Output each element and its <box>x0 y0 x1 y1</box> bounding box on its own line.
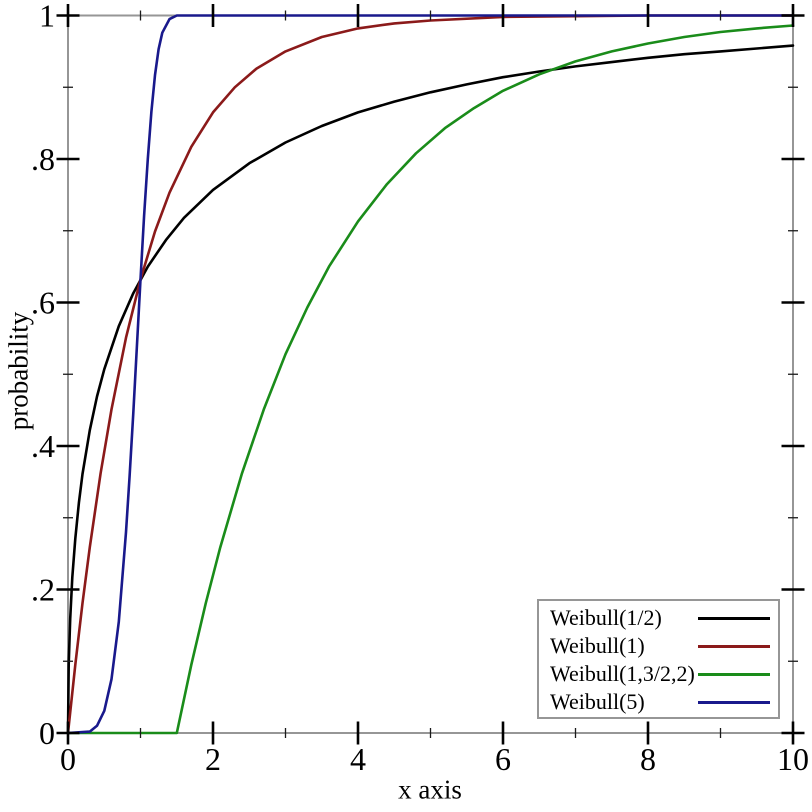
curve-weibull-1-2- <box>66 44 795 735</box>
legend-item-weibull-1-32-2: Weibull(1,3/2,2) <box>539 660 778 688</box>
legend-label: Weibull(1) <box>550 633 645 658</box>
legend-item-weibull-1-2: Weibull(1/2) <box>539 604 778 632</box>
curve-weibull-1-3-2-2- <box>66 24 795 735</box>
x-tick-label: 0 <box>60 741 76 777</box>
x-tick-label: 2 <box>205 741 221 777</box>
y-tick-label: .8 <box>31 141 55 177</box>
x-tick-label: 6 <box>495 741 511 777</box>
x-tick-label: 10 <box>777 741 809 777</box>
y-axis-title: probability <box>3 311 34 431</box>
curve-weibull-5- <box>66 14 795 735</box>
legend-label: Weibull(1/2) <box>550 605 662 630</box>
legend: Weibull(1/2) Weibull(1) Weibull(1,3/2,2)… <box>537 599 780 719</box>
legend-line-sample-green <box>698 672 770 676</box>
legend-item-weibull-1: Weibull(1) <box>539 632 778 660</box>
x-axis-title: x axis <box>398 774 462 805</box>
x-tick-label: 4 <box>350 741 366 777</box>
legend-label: Weibull(5) <box>550 689 645 714</box>
y-tick-label: .2 <box>31 572 55 608</box>
y-tick-label: .6 <box>31 285 55 321</box>
legend-line-sample-navy <box>698 700 770 704</box>
legend-item-weibull-5: Weibull(5) <box>539 688 778 716</box>
legend-line-sample-black <box>698 616 770 620</box>
y-tick-label: .4 <box>31 428 55 464</box>
curve-weibull-1- <box>66 14 795 735</box>
legend-label: Weibull(1,3/2,2) <box>550 661 695 686</box>
y-tick-label: 0 <box>39 715 55 751</box>
x-tick-label: 8 <box>640 741 656 777</box>
legend-line-sample-darkred <box>698 644 770 648</box>
y-tick-label: 1 <box>39 0 55 34</box>
